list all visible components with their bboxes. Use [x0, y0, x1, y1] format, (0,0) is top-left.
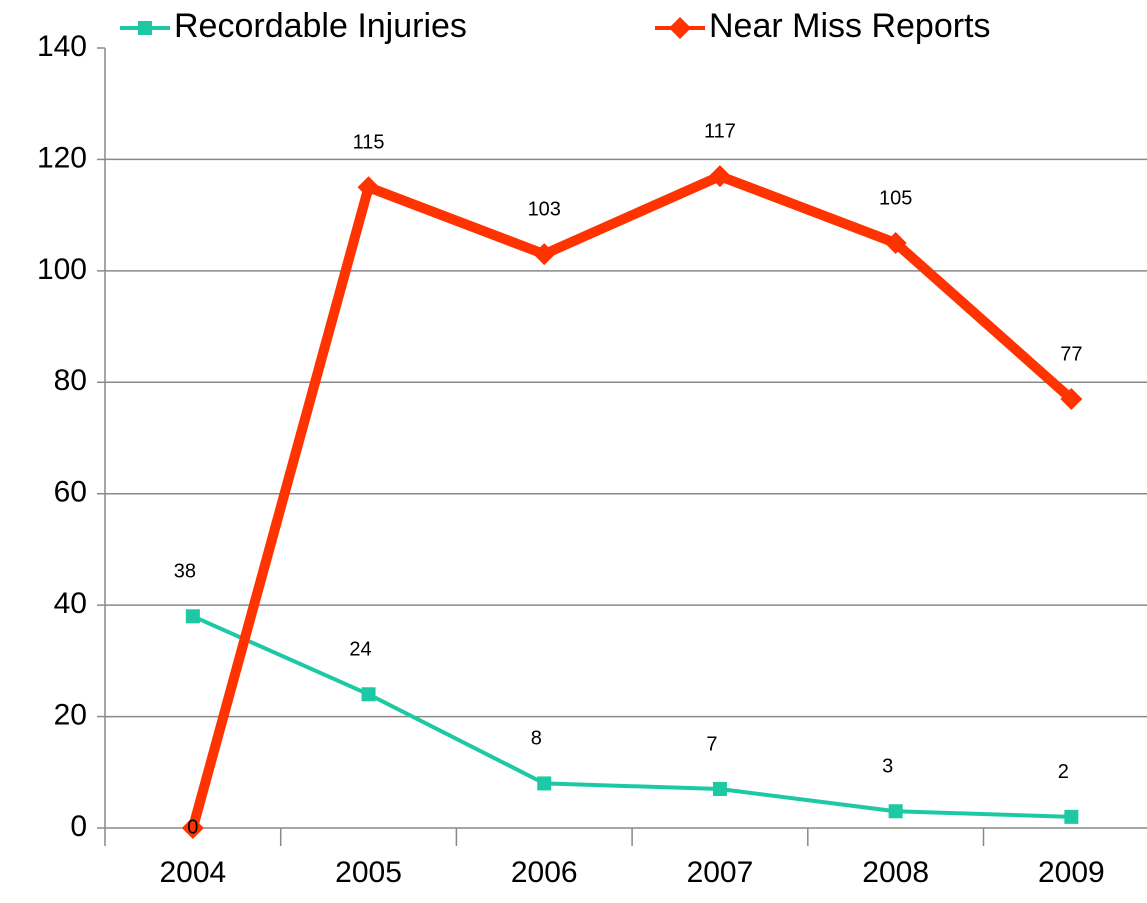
- data-label: 3: [882, 756, 893, 778]
- data-point: [533, 243, 556, 266]
- y-tick-label: 60: [54, 476, 87, 509]
- series-line: [188, 171, 1075, 830]
- data-point: [712, 782, 727, 796]
- y-tick-label: 80: [54, 364, 87, 397]
- data-point: [888, 804, 903, 819]
- data-label: 77: [1060, 343, 1082, 365]
- data-label: 2: [1058, 761, 1069, 783]
- data-label: 24: [349, 639, 371, 661]
- y-tick-label: 140: [37, 30, 87, 63]
- data-point: [361, 687, 376, 702]
- data-label: 38: [174, 561, 196, 583]
- y-tick-label: 120: [37, 141, 87, 174]
- legend-label: Near Miss Reports: [709, 7, 991, 45]
- legend-marker: [669, 17, 691, 39]
- data-label: 7: [706, 733, 717, 755]
- data-label: 8: [531, 728, 542, 750]
- x-tick-label: 2008: [862, 856, 929, 889]
- x-tick-label: 2004: [159, 856, 226, 889]
- y-tick-label: 40: [54, 587, 87, 620]
- data-label: 105: [879, 187, 912, 209]
- x-tick-label: 2007: [687, 856, 754, 889]
- data-point: [1060, 388, 1083, 410]
- y-tick-label: 20: [54, 698, 87, 731]
- data-label: 103: [528, 198, 561, 220]
- data-point: [708, 165, 731, 188]
- data-point: [884, 232, 907, 254]
- data-label: 115: [353, 132, 385, 154]
- x-tick-label: 2005: [335, 856, 402, 889]
- data-point: [185, 609, 200, 624]
- legend-label: Recordable Injuries: [174, 7, 467, 45]
- data-point: [357, 176, 380, 199]
- data-point: [537, 776, 552, 791]
- legend-marker: [138, 21, 152, 35]
- data-point: [1064, 809, 1079, 824]
- x-tick-label: 2009: [1038, 856, 1105, 889]
- y-tick-label: 0: [70, 810, 87, 843]
- data-label: 0: [187, 816, 198, 838]
- series-line: [192, 614, 1072, 819]
- x-tick-label: 2006: [511, 856, 578, 889]
- data-point: [181, 817, 204, 839]
- data-label: 117: [704, 120, 736, 142]
- y-tick-label: 100: [37, 253, 87, 286]
